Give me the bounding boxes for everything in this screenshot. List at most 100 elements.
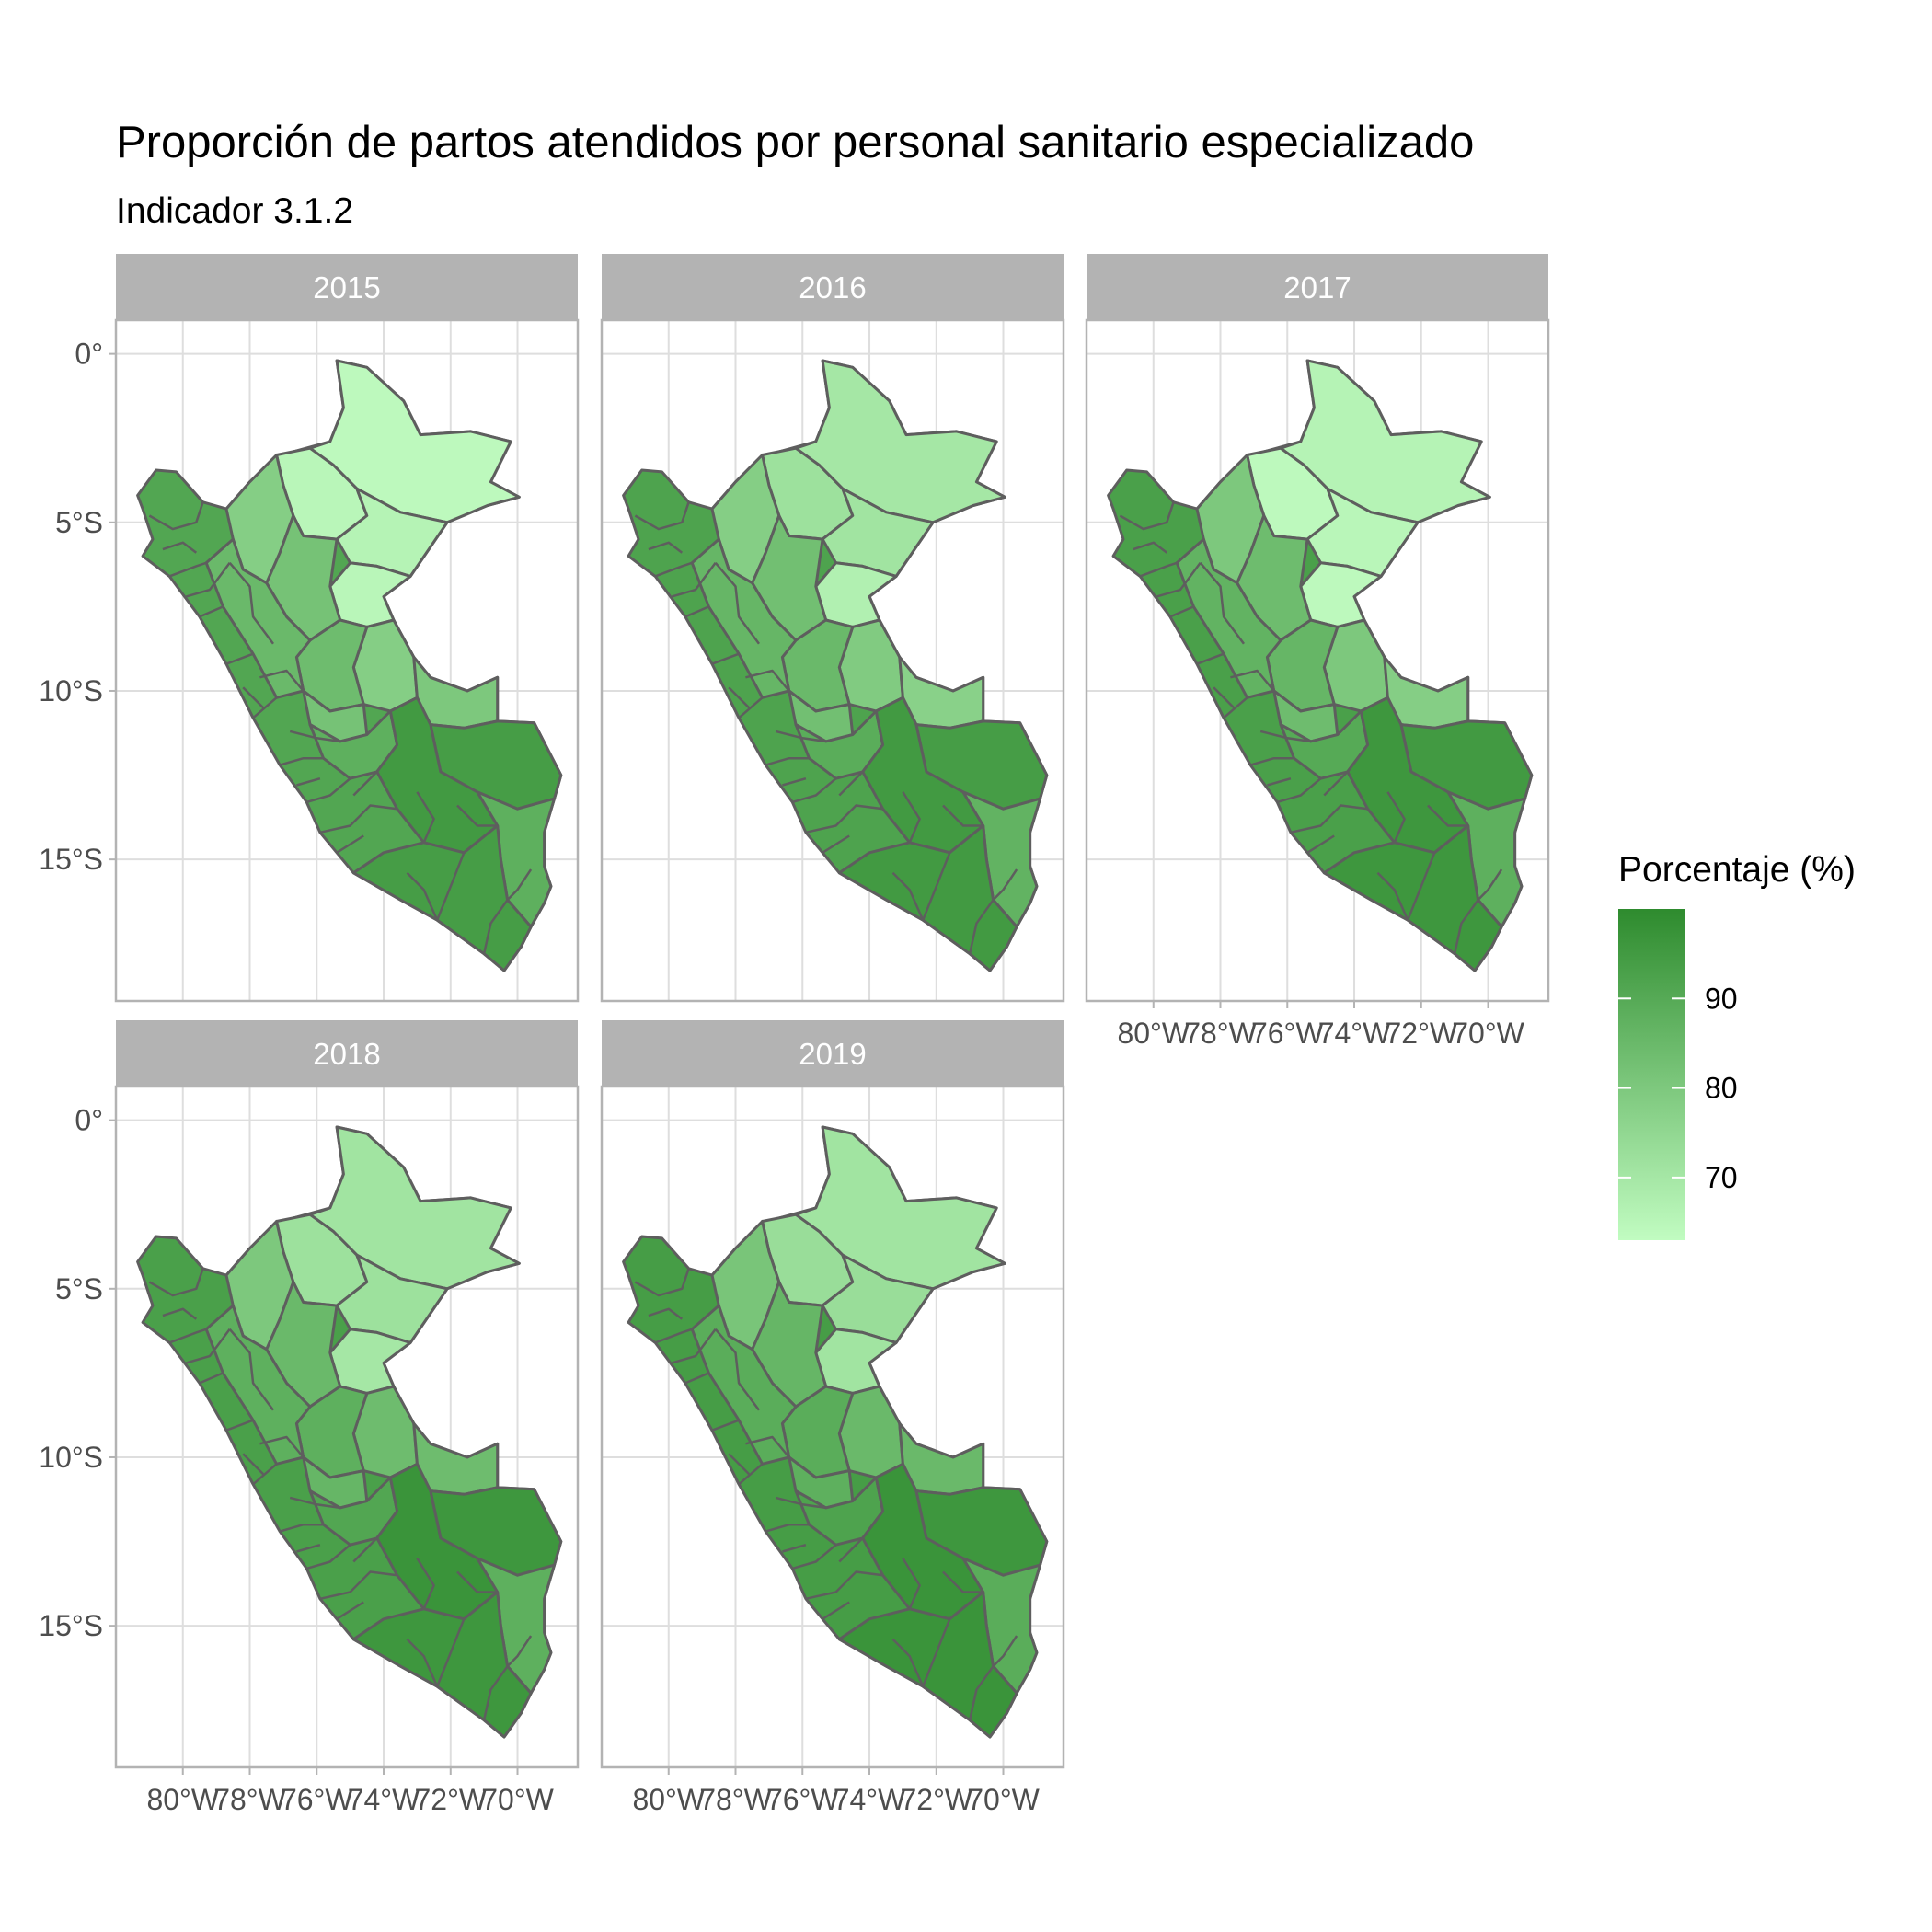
region-loreto-s	[328, 561, 412, 628]
district-border	[416, 1558, 435, 1610]
region-south	[351, 1591, 533, 1739]
district-border	[1223, 696, 1248, 719]
district-border	[1290, 804, 1368, 834]
district-border	[1196, 652, 1225, 665]
facet-panel: 2019 80°W78°W76°W74°W72°W70°W	[600, 1020, 1065, 1816]
district-border	[902, 791, 921, 844]
district-border	[942, 1570, 983, 1593]
y-tick-label: 0°	[75, 338, 103, 371]
facet-panel: 2018 0° 5°S 10°S 15°S 80°W78°W76°W74°W72°W70°…	[39, 1020, 580, 1816]
district-border	[968, 899, 995, 954]
district-border	[684, 1372, 709, 1385]
district-border	[168, 1328, 207, 1344]
district-border	[506, 868, 533, 901]
district-border	[1386, 791, 1406, 844]
district-border	[805, 1570, 883, 1601]
district-border	[252, 1463, 278, 1486]
x-tick-label: 78°W	[1184, 1017, 1257, 1050]
x-tick-label: 80°W	[632, 1783, 705, 1816]
region-south	[837, 824, 1018, 972]
district-border	[225, 1419, 254, 1432]
district-border	[968, 1665, 995, 1720]
x-tick-label: 70°W	[481, 1783, 554, 1816]
facet-strip	[602, 254, 1064, 320]
district-border	[1407, 852, 1436, 921]
district-border	[728, 686, 750, 709]
district-border	[648, 1307, 684, 1320]
district-border	[1376, 871, 1409, 921]
district-border	[199, 605, 224, 618]
district-border	[791, 777, 837, 804]
district-border	[506, 1635, 533, 1667]
region-puno	[476, 790, 556, 928]
region-loreto-s	[328, 1328, 412, 1395]
facet-strip	[1087, 254, 1548, 320]
x-tick-label: 74°W	[1318, 1017, 1391, 1050]
district-border	[456, 1570, 498, 1593]
district-border	[162, 541, 198, 554]
district-border	[992, 1635, 1018, 1667]
figure-title: Proporción de partos atendidos por perso…	[116, 118, 1474, 167]
panel-border	[1085, 318, 1550, 1003]
district-border	[745, 1435, 790, 1458]
district-border	[822, 1601, 850, 1620]
x-tick-label: 72°W	[414, 1783, 487, 1816]
district-border	[738, 696, 764, 719]
district-border	[289, 730, 340, 743]
district-border	[186, 1328, 231, 1364]
district-border	[296, 776, 321, 787]
y-tick-label: 5°S	[55, 506, 103, 539]
district-border	[482, 899, 509, 954]
y-tick-label: 15°S	[39, 1609, 103, 1642]
district-border	[634, 1268, 690, 1297]
region-south	[1322, 824, 1503, 972]
facet-strip-label: 2019	[799, 1037, 866, 1071]
district-border	[1213, 686, 1235, 709]
district-border	[162, 1307, 198, 1320]
district-border	[1477, 868, 1503, 901]
district-border	[279, 756, 324, 766]
x-tick-label: 74°W	[348, 1783, 420, 1816]
district-border	[765, 756, 810, 766]
district-border	[336, 834, 364, 854]
district-border	[148, 501, 204, 531]
legend-color-bar	[1618, 909, 1685, 1240]
facet-strip-label: 2015	[313, 270, 380, 305]
region-highlands-n	[204, 537, 312, 699]
region-puno	[961, 1557, 1041, 1695]
facet-panel: 2016	[600, 254, 1065, 1003]
district-border	[672, 562, 717, 598]
region-loreto-s	[1299, 561, 1383, 628]
district-border	[838, 1537, 864, 1563]
y-tick-label: 10°S	[39, 1441, 103, 1474]
district-border	[252, 696, 278, 719]
district-border	[992, 868, 1018, 901]
region-south	[351, 824, 533, 972]
district-border	[228, 1328, 275, 1411]
district-border	[891, 871, 925, 921]
x-tick-label: 76°W	[766, 1783, 839, 1816]
district-border	[891, 1638, 925, 1687]
region-puno	[1446, 790, 1526, 928]
district-border	[714, 561, 761, 645]
x-tick-label: 78°W	[213, 1783, 286, 1816]
district-border	[225, 652, 254, 665]
legend-label: 80	[1705, 1072, 1738, 1105]
district-border	[822, 834, 850, 854]
district-border	[259, 1435, 305, 1458]
district-border	[416, 791, 435, 844]
x-tick-label: 72°W	[1385, 1017, 1457, 1050]
district-border	[279, 1523, 324, 1533]
district-border	[289, 1496, 340, 1510]
district-border	[782, 1543, 807, 1553]
district-border	[436, 1618, 466, 1687]
district-border	[728, 1453, 750, 1476]
legend-label: 90	[1705, 982, 1738, 1015]
region-puno	[476, 1557, 556, 1695]
district-border	[922, 1618, 951, 1687]
district-border	[336, 1601, 364, 1620]
district-border	[352, 771, 378, 797]
district-border	[1230, 669, 1275, 692]
